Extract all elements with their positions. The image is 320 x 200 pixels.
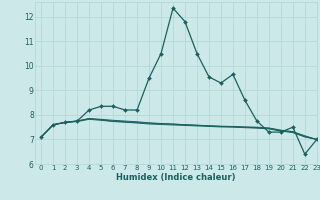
X-axis label: Humidex (Indice chaleur): Humidex (Indice chaleur)	[116, 173, 236, 182]
